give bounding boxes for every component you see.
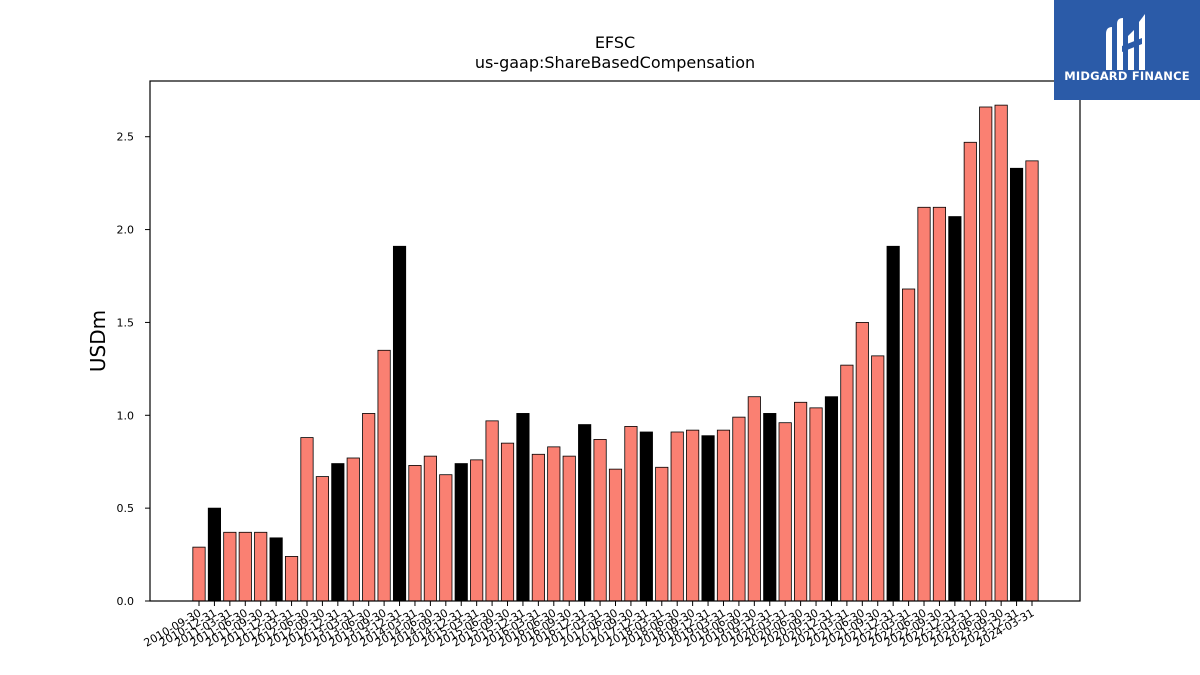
bar-2017-12-31 (639, 431, 653, 602)
bar-2016-09-30 (562, 455, 576, 602)
bar-2012-09-30 (315, 476, 329, 602)
bars-group (192, 104, 1039, 602)
bar-2012-12-31 (331, 463, 345, 602)
bar-2014-09-30 (439, 474, 453, 602)
plot-frame (149, 80, 1081, 602)
bar-2010-09-30 (192, 546, 206, 602)
bar-2023-03-31 (963, 141, 977, 602)
bar-2018-09-30 (686, 429, 700, 602)
bar-2013-03-31 (346, 457, 360, 602)
bar-2011-12-31 (269, 537, 283, 602)
y-tick-label: 0.5 (117, 502, 135, 515)
bar-2014-12-31 (454, 463, 468, 602)
bar-2013-06-30 (362, 413, 376, 602)
bar-2012-06-30 (300, 437, 314, 602)
y-tick-label: 1.0 (117, 409, 135, 422)
bar-2013-09-30 (377, 349, 391, 602)
midgard-logo-icon (1106, 14, 1145, 70)
bar-2016-06-30 (547, 446, 561, 602)
bar-2021-12-31 (886, 245, 900, 602)
bar-2022-03-31 (902, 288, 916, 602)
bar-2020-06-30 (794, 401, 808, 602)
y-tick-label: 1.5 (117, 316, 135, 329)
bar-2022-12-31 (948, 216, 962, 602)
bar-2017-09-30 (624, 426, 638, 602)
bar-2014-06-30 (423, 455, 437, 602)
y-tick-label: 0.0 (117, 595, 135, 608)
y-tick-label: 2.5 (117, 131, 135, 144)
bar-2021-03-31 (840, 364, 854, 602)
bar-2020-09-30 (809, 407, 823, 602)
bar-2015-06-30 (485, 420, 499, 602)
bar-2018-06-30 (670, 431, 684, 602)
bar-2015-09-30 (500, 442, 515, 602)
bar-2011-06-30 (238, 531, 252, 602)
y-ticks-group: 0.0 0.5 1.0 1.5 2.0 2.5 (117, 131, 150, 608)
bar-2011-03-31 (223, 531, 237, 602)
bar-2017-06-30 (608, 468, 623, 602)
bar-2023-06-30 (979, 106, 993, 602)
bar-2015-03-31 (470, 459, 484, 602)
bar-2016-03-31 (531, 453, 545, 602)
bar-2016-12-31 (578, 424, 592, 602)
bar-2022-06-30 (917, 206, 931, 602)
bar-2019-12-31 (763, 413, 777, 602)
bar-2021-06-30 (855, 322, 869, 602)
bar-2023-09-30 (994, 104, 1008, 602)
bar-2023-12-31 (1010, 167, 1024, 602)
y-tick-label: 2.0 (117, 224, 135, 237)
bar-2022-09-30 (932, 206, 947, 602)
bar-2011-09-30 (254, 531, 268, 602)
bar-2019-06-30 (732, 416, 746, 602)
bar-2021-09-30 (871, 355, 885, 602)
x-ticks-group: 2010-09-302010-12-312011-03-312011-06-30… (142, 601, 1037, 650)
bar-2013-12-31 (392, 245, 407, 602)
bar-2017-03-31 (593, 439, 607, 602)
bar-2018-12-31 (701, 435, 715, 602)
bar-2024-03-31 (1025, 160, 1039, 602)
chart-title: EFSC (595, 33, 635, 52)
y-axis-label: USDm (86, 310, 110, 372)
bar-2015-12-31 (516, 413, 530, 602)
bar-2020-12-31 (824, 396, 839, 602)
bar-2014-03-31 (408, 465, 422, 602)
logo-brand-text: MIDGARD FINANCE (1064, 69, 1190, 83)
bar-2010-12-31 (207, 507, 221, 602)
bar-2019-09-30 (747, 396, 761, 602)
bar-2012-03-31 (284, 556, 299, 602)
bar-2020-03-31 (778, 422, 792, 602)
bar-2019-03-31 (716, 429, 731, 602)
midgard-logo: MIDGARD FINANCE (1054, 0, 1200, 100)
chart-subtitle: us-gaap:ShareBasedCompensation (475, 53, 755, 72)
bar-2018-03-31 (655, 466, 669, 602)
